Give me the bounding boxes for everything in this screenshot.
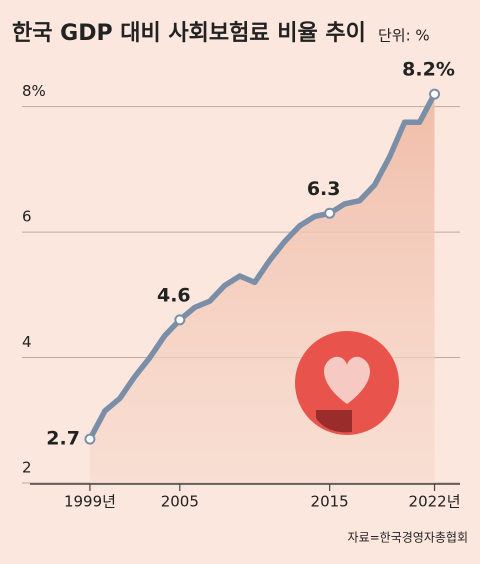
point-marker xyxy=(174,314,186,326)
chart-subtitle: 단위: % xyxy=(378,27,430,45)
point-marker xyxy=(84,433,96,445)
data-label: 6.3 xyxy=(307,178,341,200)
logo xyxy=(295,331,399,435)
x-tick-label: 2005 xyxy=(161,493,199,511)
y-tick-label: 6 xyxy=(22,208,32,226)
logo-heart xyxy=(324,356,370,404)
data-label: 4.6 xyxy=(157,284,191,306)
logo-tail xyxy=(316,410,352,433)
point-marker xyxy=(429,88,441,100)
y-tick-label: 2 xyxy=(22,459,32,477)
source: 자료=한국경영자총협회 xyxy=(348,531,468,545)
data-label: 2.7 xyxy=(46,428,80,450)
point-marker xyxy=(324,207,336,219)
x-tick-label: 1999년 xyxy=(64,493,116,511)
data-label: 8.2% xyxy=(402,59,455,81)
y-tick-label: 4 xyxy=(22,333,32,351)
line xyxy=(87,91,438,442)
x-tick-label: 2022년 xyxy=(409,493,461,511)
chart-title: 한국 GDP 대비 사회보험료 비율 추이 xyxy=(12,20,366,46)
x-tick-label: 2015 xyxy=(311,493,349,511)
y-tick-label: 8% xyxy=(22,82,46,100)
